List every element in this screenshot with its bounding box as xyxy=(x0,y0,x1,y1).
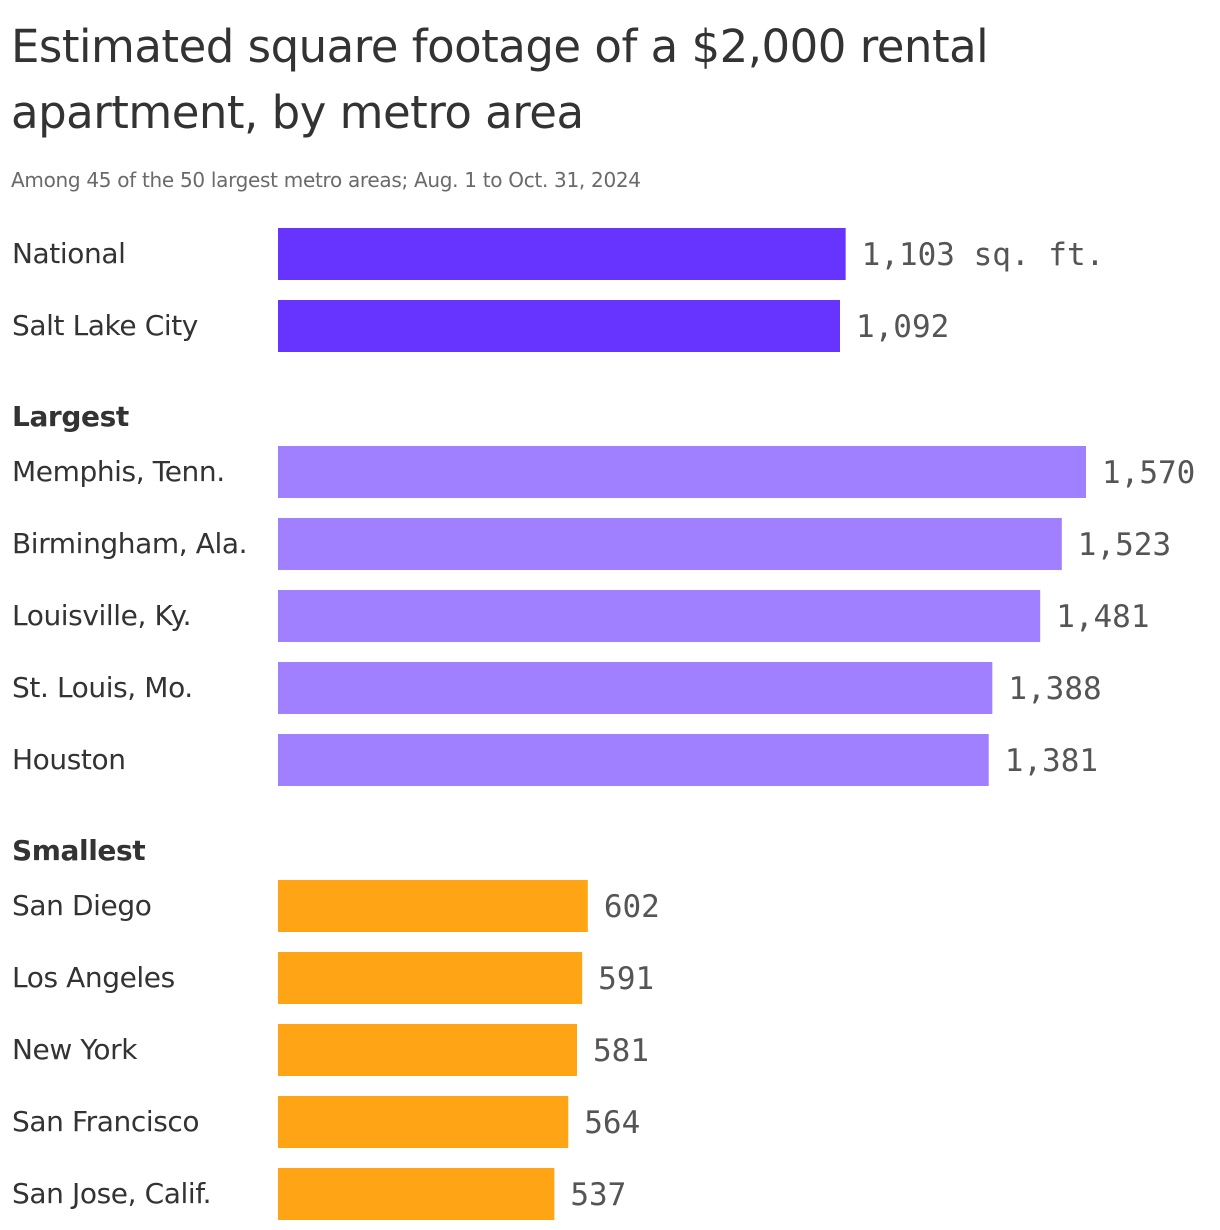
category-label-birmingham-ala: Birmingham, Ala. xyxy=(12,527,247,560)
category-label-los-angeles: Los Angeles xyxy=(12,961,175,994)
bar-st-louis-mo xyxy=(278,662,993,714)
bar-san-francisco xyxy=(278,1096,569,1148)
bar-san-diego xyxy=(278,880,588,932)
category-label-san-diego: San Diego xyxy=(12,889,151,922)
category-label-national: National xyxy=(12,237,125,270)
category-label-new-york: New York xyxy=(12,1033,138,1066)
value-label-houston: 1,381 xyxy=(1005,743,1098,779)
value-label-san-diego: 602 xyxy=(604,889,660,925)
category-label-memphis-tenn: Memphis, Tenn. xyxy=(12,455,225,488)
bar-salt-lake-city xyxy=(278,300,840,352)
value-label-salt-lake-city: 1,092 xyxy=(856,309,949,345)
bar-memphis-tenn xyxy=(278,446,1086,498)
bar-louisville-ky xyxy=(278,590,1041,642)
category-label-st-louis-mo: St. Louis, Mo. xyxy=(12,671,193,704)
value-label-louisville-ky: 1,481 xyxy=(1056,599,1149,635)
value-label-birmingham-ala: 1,523 xyxy=(1078,527,1171,563)
value-label-new-york: 581 xyxy=(593,1033,649,1069)
category-label-salt-lake-city: Salt Lake City xyxy=(12,309,198,342)
value-label-st-louis-mo: 1,388 xyxy=(1008,671,1101,707)
value-label-memphis-tenn: 1,570 xyxy=(1102,455,1195,491)
bar-new-york xyxy=(278,1024,578,1076)
value-label-national: 1,103 sq. ft. xyxy=(862,237,1105,273)
value-label-los-angeles: 591 xyxy=(598,961,654,997)
chart-title: Estimated square footage of a $2,000 ren… xyxy=(11,20,989,139)
bar-los-angeles xyxy=(278,952,583,1004)
category-label-houston: Houston xyxy=(12,743,126,776)
group-label-largest: Largest xyxy=(12,400,129,433)
chart-subtitle: Among 45 of the 50 largest metro areas; … xyxy=(11,168,641,192)
category-label-san-jose-calif: San Jose, Calif. xyxy=(12,1177,211,1210)
value-label-san-francisco: 564 xyxy=(584,1105,640,1141)
value-label-san-jose-calif: 537 xyxy=(570,1177,626,1213)
category-label-louisville-ky: Louisville, Ky. xyxy=(12,599,191,632)
bar-houston xyxy=(278,734,989,786)
category-label-san-francisco: San Francisco xyxy=(12,1105,199,1138)
group-label-smallest: Smallest xyxy=(12,834,145,867)
bar-san-jose-calif xyxy=(278,1168,555,1220)
bar-national xyxy=(278,228,846,280)
bar-birmingham-ala xyxy=(278,518,1062,570)
